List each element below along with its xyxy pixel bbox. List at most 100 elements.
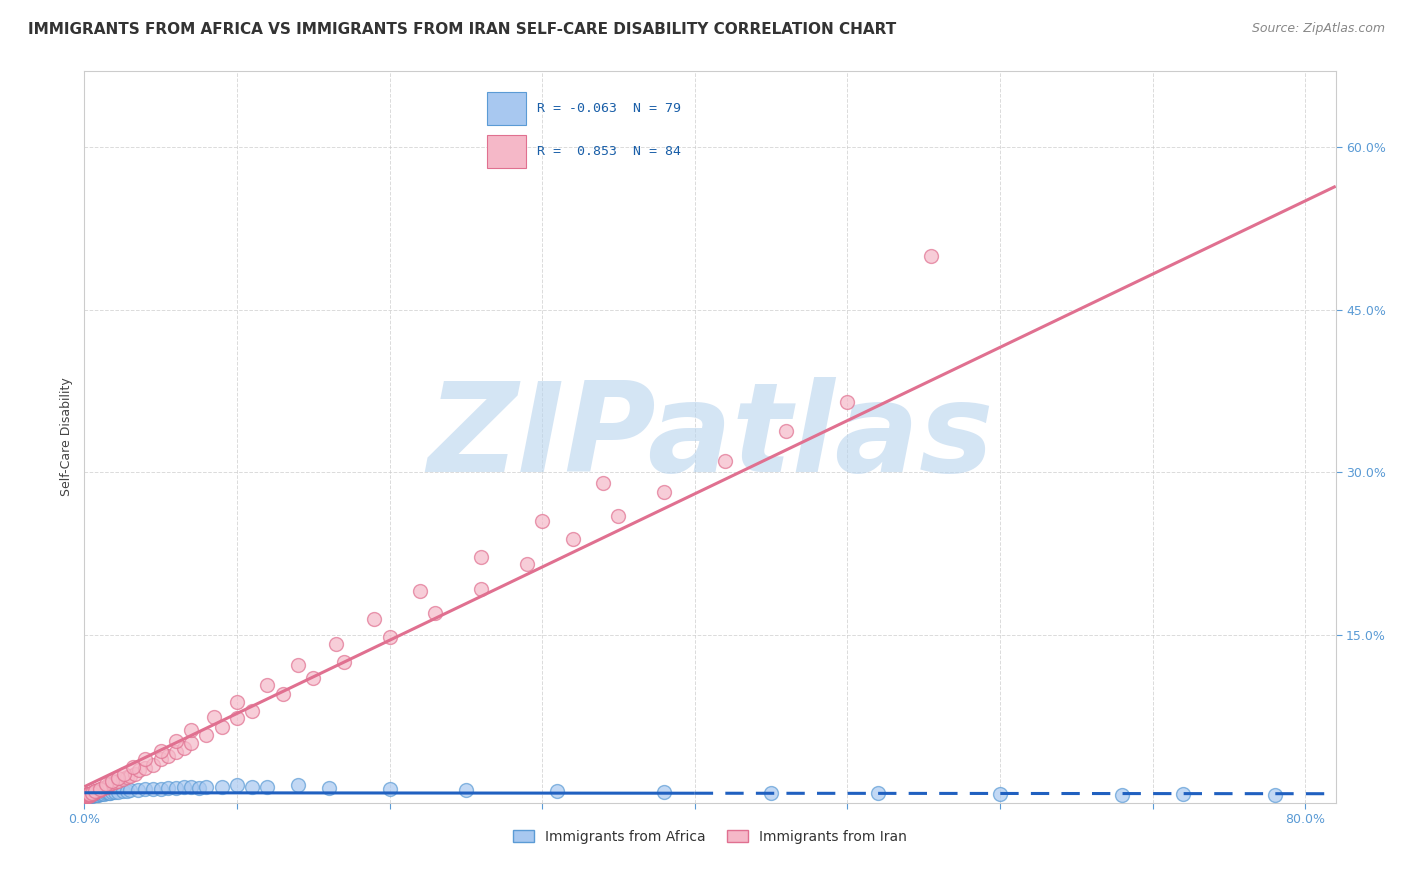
Point — [180, 780, 202, 794]
Point — [79, 787, 101, 801]
Point — [111, 784, 134, 798]
Point — [180, 736, 202, 750]
Point — [83, 787, 105, 801]
Point — [142, 781, 165, 796]
Point — [80, 788, 103, 802]
Point — [91, 780, 114, 795]
Point — [165, 745, 187, 759]
Point — [96, 785, 118, 799]
Point — [425, 606, 447, 620]
Point — [86, 788, 108, 802]
Point — [287, 779, 309, 793]
Point — [97, 786, 120, 800]
Point — [1111, 788, 1133, 802]
Point — [94, 780, 117, 794]
Point — [122, 760, 145, 774]
Point — [76, 788, 98, 802]
Point — [107, 771, 129, 785]
Point — [87, 782, 110, 797]
Point — [149, 781, 172, 796]
Point — [84, 785, 107, 799]
Point — [84, 787, 107, 801]
Point — [76, 788, 98, 802]
Point — [115, 784, 138, 798]
Point — [84, 788, 107, 802]
Point — [83, 788, 105, 802]
Point — [107, 774, 129, 789]
Point — [80, 787, 103, 801]
Point — [94, 786, 117, 800]
Text: ZIPatlas: ZIPatlas — [427, 376, 993, 498]
Point — [80, 787, 103, 801]
Point — [652, 484, 675, 499]
Point — [91, 786, 114, 800]
Point — [77, 787, 100, 801]
Point — [83, 787, 105, 801]
Point — [561, 533, 583, 547]
Point — [124, 766, 146, 780]
Point — [79, 788, 101, 802]
Point — [195, 727, 218, 741]
Point — [202, 710, 225, 724]
Point — [1264, 788, 1286, 802]
Point — [409, 584, 432, 599]
Point — [75, 789, 97, 804]
Point — [180, 723, 202, 738]
Point — [80, 789, 103, 804]
Point — [165, 734, 187, 748]
Point — [77, 788, 100, 802]
Point — [920, 249, 942, 263]
Point — [83, 785, 105, 799]
Point — [318, 780, 340, 795]
Point — [837, 395, 859, 409]
Point — [93, 787, 115, 801]
Point — [77, 788, 100, 802]
Point — [516, 558, 538, 572]
Point — [77, 788, 100, 802]
Point — [165, 780, 187, 795]
Point — [531, 514, 554, 528]
Point — [76, 787, 98, 801]
Point — [77, 788, 100, 802]
Text: Source: ZipAtlas.com: Source: ZipAtlas.com — [1251, 22, 1385, 36]
Point — [75, 789, 97, 804]
Point — [759, 786, 782, 800]
Point — [775, 424, 797, 438]
Point — [101, 776, 124, 790]
Point — [157, 749, 180, 764]
Point — [134, 752, 156, 766]
Point — [76, 788, 98, 802]
Point — [866, 786, 889, 800]
Point — [104, 785, 127, 799]
Point — [128, 764, 150, 778]
Point — [149, 752, 172, 766]
Point — [86, 784, 108, 798]
Point — [84, 784, 107, 798]
Point — [173, 740, 195, 755]
Point — [454, 782, 477, 797]
Point — [89, 782, 111, 797]
Point — [134, 781, 156, 796]
Point — [546, 784, 568, 798]
Point — [89, 781, 111, 796]
Point — [240, 704, 263, 718]
Point — [79, 788, 101, 802]
Point — [79, 787, 101, 801]
Point — [80, 788, 103, 802]
Point — [101, 774, 124, 789]
Point — [79, 789, 101, 804]
Point — [607, 508, 630, 523]
Point — [149, 744, 172, 758]
Point — [83, 788, 105, 802]
Point — [77, 789, 100, 804]
Point — [76, 789, 98, 804]
Point — [714, 454, 737, 468]
Point — [652, 785, 675, 799]
Point — [83, 786, 105, 800]
Point — [98, 786, 121, 800]
Point — [240, 780, 263, 794]
Point — [173, 780, 195, 794]
Point — [94, 777, 117, 791]
Point — [87, 788, 110, 802]
Point — [79, 788, 101, 802]
